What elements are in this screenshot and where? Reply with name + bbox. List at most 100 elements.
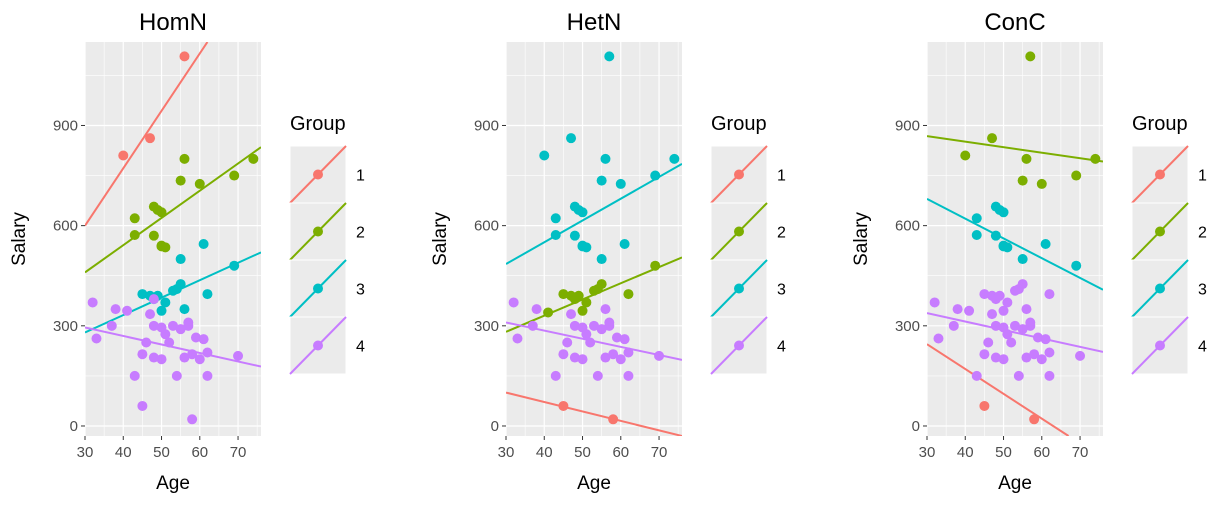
legend-label: 4 [1198,339,1207,356]
point-group-4 [1044,289,1055,300]
plot-area [927,51,1103,436]
point-group-3 [539,150,550,161]
point-group-3 [604,51,615,62]
point-group-3 [175,279,186,290]
legend-key-point [313,340,323,351]
point-group-1 [179,51,190,62]
panel-conc: 30 40 50 60 70 0 300 600 900 ConC Age Salary Group 1 2… [851,9,1207,494]
point-group-3 [1040,239,1051,250]
point-group-4 [990,352,1001,363]
point-group-3 [198,239,209,250]
point-group-2 [573,290,584,301]
point-group-2 [1017,175,1028,186]
y-tick-label: 600 [895,218,920,235]
point-group-2 [1036,178,1047,189]
point-group-4 [585,337,596,348]
point-group-4 [589,320,599,331]
x-tick-label: 60 [1033,444,1050,461]
x-tick-label: 70 [230,444,247,461]
chart-title: HomN [139,9,207,36]
y-tick-label: 600 [53,218,78,235]
legend-label: 3 [777,282,786,299]
point-group-4 [550,370,561,381]
point-group-1 [145,133,156,144]
point-group-2 [248,153,259,164]
point-group-4 [106,320,117,331]
point-group-3 [1071,260,1082,271]
legend-key-point [1155,283,1165,294]
point-group-3 [179,304,190,315]
point-group-4 [110,304,121,315]
legend-title: Group [290,113,346,135]
legend-key-point [734,283,744,294]
legend-title: Group [1132,113,1188,135]
fit-line-group-4 [85,326,261,368]
point-group-4 [608,349,619,360]
legend-key-point [313,283,323,294]
point-group-4 [137,400,148,411]
point-group-4 [148,352,159,363]
point-group-2 [160,242,171,253]
point-group-3 [650,170,661,181]
fit-line-group-4 [927,312,1103,353]
point-group-4 [1032,332,1043,343]
point-group-3 [577,207,588,218]
fit-line-group-3 [506,163,682,265]
x-tick-label: 40 [115,444,132,461]
point-group-2 [596,279,607,290]
point-group-3 [971,213,982,224]
point-group-4 [619,334,630,345]
point-group-4 [600,304,611,315]
point-group-3 [971,229,982,240]
fit-line-group-1 [927,343,1070,436]
y-tick-label: 300 [895,318,920,335]
point-group-4 [1021,352,1032,363]
x-tick-label: 70 [651,444,668,461]
point-group-4 [187,414,198,425]
legend-label: 2 [1198,225,1207,242]
point-group-4 [971,370,982,381]
point-group-4 [148,320,159,331]
point-group-3 [175,254,186,265]
point-group-3 [1002,242,1013,253]
x-tick-label: 50 [153,444,170,461]
x-axis-label: Age [998,473,1032,494]
legend-label: 3 [1198,282,1207,299]
y-axis-label: Salary [430,212,451,266]
point-group-4 [190,332,201,343]
point-group-4 [1002,329,1013,340]
point-group-4 [615,354,626,365]
chart-title: HetN [567,9,622,36]
point-group-2 [581,297,592,308]
panel-hetn: 30 40 50 60 70 0 300 600 900 HetN Age Salary Group 1 2… [430,9,786,494]
point-group-4 [948,320,959,331]
point-group-4 [998,354,1009,365]
point-group-3 [202,289,213,300]
point-group-4 [569,320,580,331]
y-tick-label: 0 [912,418,920,435]
point-group-4 [654,350,665,361]
x-tick-label: 60 [612,444,629,461]
legend-label: 2 [356,225,365,242]
x-tick-label: 50 [995,444,1012,461]
point-group-4 [611,332,622,343]
fit-line-group-1 [506,391,682,436]
point-group-2 [148,230,159,241]
legend-key-point [1155,169,1165,180]
point-group-4 [596,324,607,335]
point-group-2 [623,289,634,300]
plot-area [506,51,682,436]
x-axis-label: Age [156,473,190,494]
point-group-2 [129,213,140,224]
plot-area [85,42,261,425]
point-group-4 [141,337,152,348]
y-tick-label: 600 [474,218,499,235]
y-tick-label: 0 [491,418,499,435]
point-group-2 [650,260,661,271]
point-group-3 [550,229,561,240]
legend-key-point [734,226,744,237]
point-group-3 [998,207,1009,218]
point-group-4 [164,337,175,348]
point-group-4 [987,309,998,320]
